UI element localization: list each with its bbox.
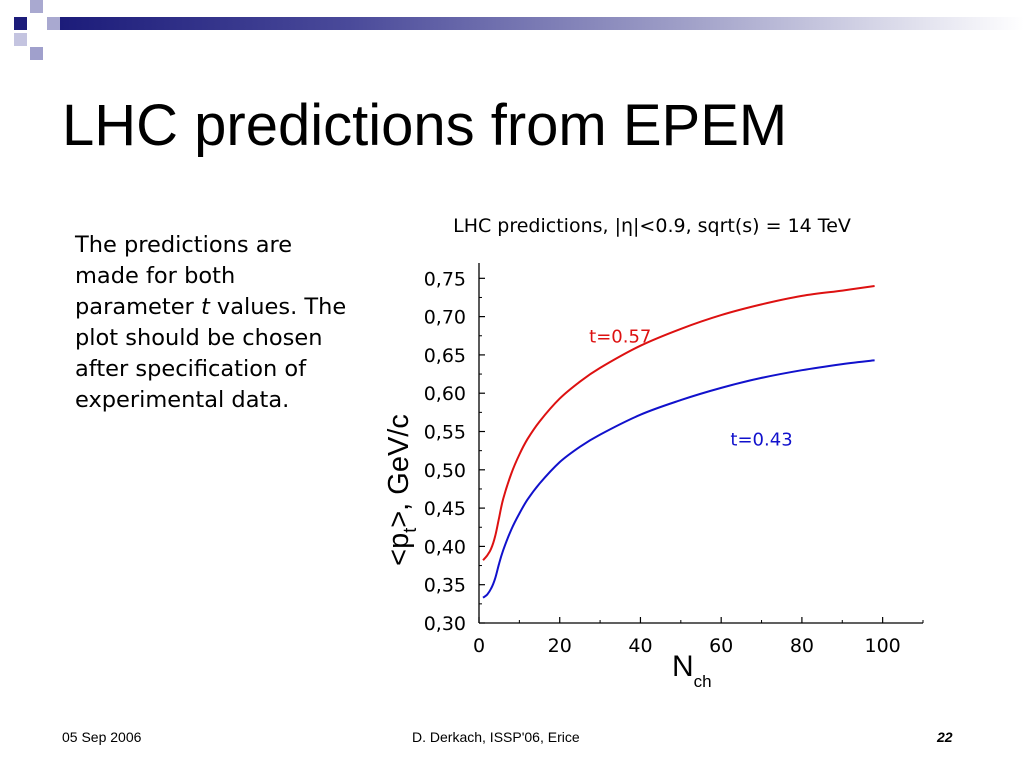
- y-label-suffix: >, GeV/c: [383, 414, 415, 528]
- y-tick-label: 0,35: [424, 575, 466, 597]
- x-tick-label: 60: [709, 635, 733, 657]
- x-tick-label: 0: [473, 635, 485, 657]
- body-text-italic: t: [200, 294, 210, 320]
- y-tick-label: 0,55: [424, 422, 466, 444]
- y-tick-label: 0,70: [424, 307, 466, 329]
- series-labels: t=0.57 t=0.43: [589, 327, 792, 451]
- decor-square-light: [47, 17, 60, 30]
- footer-presenter: D. Derkach, ISSP'06, Erice: [412, 729, 580, 745]
- y-tick-label: 0,45: [424, 498, 466, 520]
- axes: 0 20 40 60 80 100 0,30 0,35 0,40 0,45 0,50 0,55 0,60…: [424, 263, 924, 657]
- series-layer: [482, 285, 875, 599]
- x-label-sub: ch: [694, 672, 712, 691]
- y-tick-label: 0,40: [424, 536, 466, 558]
- series-line-t057: [482, 285, 875, 561]
- decor-square-light: [30, 0, 43, 13]
- footer-date: 05 Sep 2006: [62, 729, 142, 745]
- y-tick-label: 0,60: [424, 383, 466, 405]
- body-text-end: values. The plot should be chosen after …: [75, 294, 347, 413]
- y-tick-label: 0,75: [424, 268, 466, 290]
- y-axis-label: <pt>, GeV/c: [383, 414, 420, 566]
- y-tick-label: 0,65: [424, 345, 466, 367]
- title-decoration: [0, 0, 1024, 64]
- decor-square-dark: [14, 17, 27, 30]
- page-number: 22: [937, 729, 953, 745]
- decor-square-light: [14, 33, 27, 46]
- body-paragraph: The predictions are made for both parame…: [75, 230, 350, 416]
- x-tick-label: 80: [790, 635, 814, 657]
- y-label-prefix: <p: [383, 533, 415, 566]
- svg-text:<pt>, GeV/c: <pt>, GeV/c: [383, 414, 420, 566]
- body-text: The predictions are made for both parame…: [75, 230, 350, 416]
- series-label: t=0.43: [730, 429, 792, 450]
- x-tick-label: 40: [628, 635, 652, 657]
- decor-square-mid: [30, 47, 43, 60]
- series-label: t=0.57: [589, 327, 651, 348]
- y-tick-label: 0,50: [424, 460, 466, 482]
- decor-gradient-bar: [60, 17, 1024, 30]
- body-text-start: The predictions are made for both parame…: [75, 232, 293, 320]
- chart: LHC predictions, |η|<0.9, sqrt(s) = 14 T…: [383, 215, 924, 691]
- x-tick-label: 100: [865, 635, 901, 657]
- y-tick-label: 0,30: [424, 613, 466, 635]
- x-label-main: N: [672, 650, 694, 683]
- series-line-t043: [482, 359, 875, 599]
- y-label-sub: t: [400, 528, 420, 533]
- slide-title: LHC predictions from EPEM: [62, 93, 788, 158]
- chart-title: LHC predictions, |η|<0.9, sqrt(s) = 14 T…: [453, 215, 851, 237]
- x-tick-label: 20: [548, 635, 572, 657]
- x-axis-label: Nch: [672, 650, 712, 691]
